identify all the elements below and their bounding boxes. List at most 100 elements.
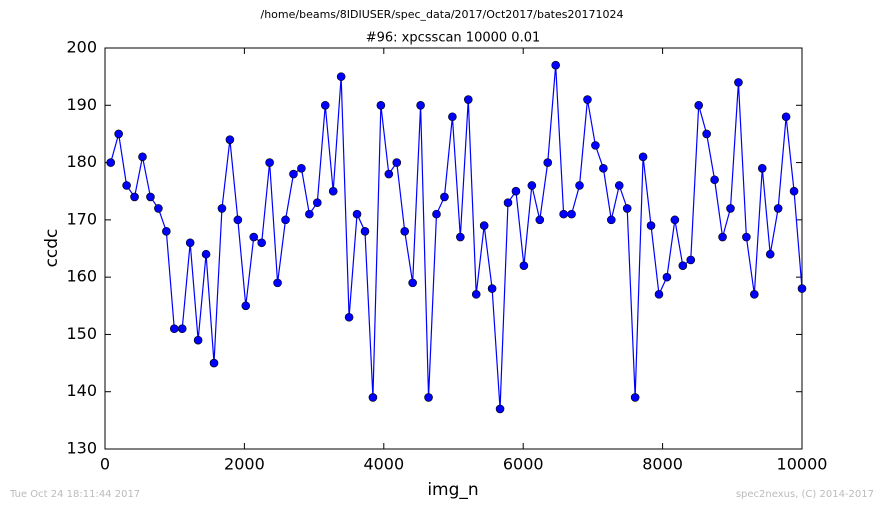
data-point — [591, 141, 600, 150]
data-point — [765, 249, 775, 259]
data-point — [678, 261, 688, 270]
data-point — [519, 261, 529, 270]
data-point — [750, 290, 759, 299]
data-point — [233, 215, 243, 225]
data-point — [448, 112, 457, 122]
data-point — [463, 95, 473, 104]
data-point — [162, 227, 171, 236]
data-point — [201, 249, 211, 259]
data-point — [583, 95, 592, 104]
data-point — [781, 112, 791, 122]
data-point — [622, 204, 632, 213]
data-point — [416, 100, 425, 110]
data-point — [607, 215, 616, 225]
data-point — [511, 186, 521, 196]
data-point — [169, 324, 179, 334]
data-point — [241, 301, 251, 311]
y-tick-label: 160 — [66, 267, 97, 286]
data-point — [638, 152, 648, 162]
data-point — [408, 278, 417, 288]
data-point — [702, 129, 711, 139]
data-point — [757, 164, 767, 173]
data-point — [376, 100, 386, 110]
data-point — [122, 181, 131, 190]
x-tick-label: 2000 — [224, 455, 265, 474]
data-point — [281, 215, 290, 225]
data-point — [320, 100, 330, 110]
data-point — [742, 232, 751, 242]
data-point — [249, 232, 259, 242]
data-point — [138, 152, 147, 162]
data-point — [734, 78, 743, 87]
data-point — [535, 215, 545, 225]
data-point — [130, 192, 139, 202]
data-point — [146, 192, 155, 202]
data-point — [257, 238, 266, 248]
data-point — [313, 198, 322, 207]
data-point — [336, 72, 346, 81]
data-point — [456, 232, 465, 242]
data-point — [789, 186, 799, 196]
data-point — [432, 209, 441, 219]
data-point — [479, 221, 489, 230]
suptitle: /home/beams/8IDIUSER/spec_data/2017/Oct2… — [261, 8, 624, 21]
data-point — [289, 169, 298, 179]
data-point — [487, 284, 497, 293]
data-point — [495, 404, 505, 414]
data-point — [686, 255, 696, 265]
data-point — [694, 100, 704, 110]
data-point — [400, 227, 410, 236]
x-tick-label: 8000 — [642, 455, 683, 474]
data-point — [185, 238, 195, 248]
data-point — [424, 393, 433, 402]
data-point — [543, 158, 553, 167]
data-point — [154, 204, 163, 213]
y-tick-label: 130 — [66, 439, 97, 458]
data-point — [384, 169, 394, 179]
data-point — [670, 215, 680, 225]
x-tick-label: 4000 — [363, 455, 404, 474]
data-point — [225, 135, 235, 144]
data-point — [559, 209, 568, 219]
data-point — [654, 290, 664, 299]
data-point — [344, 312, 354, 322]
y-tick-label: 200 — [66, 38, 97, 57]
footer-left: Tue Oct 24 18:11:44 2017 — [9, 489, 140, 500]
data-point — [273, 278, 282, 288]
y-tick-label: 180 — [66, 152, 97, 171]
data-point — [630, 393, 640, 402]
data-point — [773, 204, 783, 213]
footer-right: spec2nexus, (C) 2014-2017 — [736, 489, 874, 500]
y-tick-label: 140 — [66, 381, 97, 400]
data-point — [567, 209, 576, 219]
data-point — [575, 181, 584, 190]
data-point — [352, 209, 362, 219]
y-tick-label: 150 — [66, 324, 97, 343]
data-line — [110, 65, 803, 409]
y-tick-label: 190 — [66, 95, 97, 114]
data-point — [471, 290, 481, 299]
data-point — [209, 358, 219, 368]
data-point — [265, 158, 274, 167]
data-point — [614, 181, 624, 190]
x-tick-label: 10000 — [777, 455, 828, 474]
data-point — [305, 209, 314, 219]
data-point — [599, 164, 608, 173]
data-point — [177, 324, 187, 334]
data-point — [646, 221, 656, 230]
data-point — [718, 232, 727, 242]
data-point — [710, 175, 719, 185]
data-point — [106, 158, 116, 167]
data-point — [726, 204, 735, 213]
data-point — [297, 164, 306, 173]
data-point — [193, 335, 203, 345]
y-axis-label: ccdc — [42, 229, 62, 268]
data-point — [662, 272, 672, 282]
data-point — [360, 227, 370, 236]
data-point — [114, 129, 123, 139]
y-tick-label: 170 — [66, 209, 97, 228]
data-point — [328, 186, 338, 196]
plot-frame — [104, 47, 803, 450]
x-tick-label: 6000 — [503, 455, 544, 474]
